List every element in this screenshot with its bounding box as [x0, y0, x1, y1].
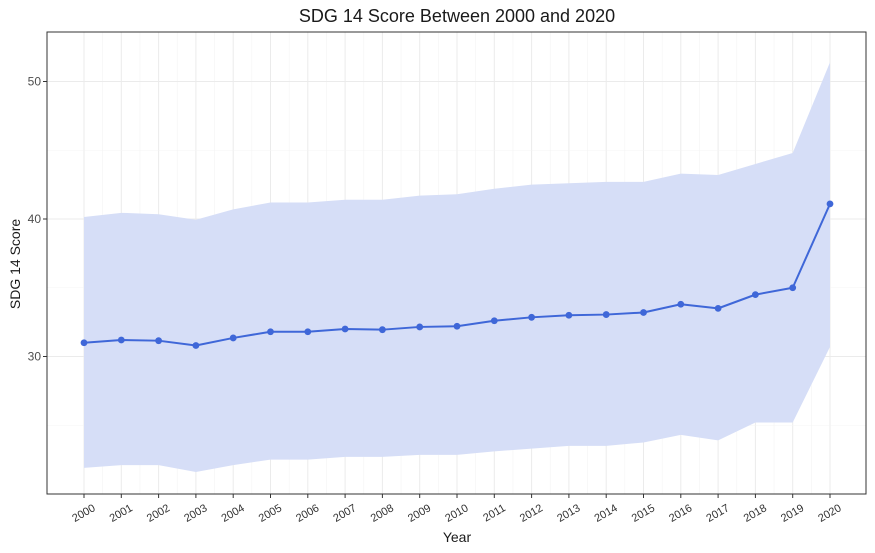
y-tick-label: 40: [28, 212, 42, 226]
data-points: [80, 200, 834, 349]
x-tick-label: 2012: [518, 502, 545, 525]
x-tick-label: 2007: [331, 502, 358, 525]
x-tick-label: 2016: [667, 502, 694, 525]
x-tick-label: 2000: [70, 502, 97, 525]
data-point-2005: [267, 328, 274, 336]
x-axis-title: Year: [443, 529, 472, 545]
x-tick-label: 2010: [443, 502, 470, 525]
data-point-2011: [490, 317, 498, 325]
data-point-2003: [192, 342, 200, 349]
data-point-2012: [528, 313, 535, 321]
data-point-2010: [453, 322, 461, 330]
data-point-2004: [229, 334, 237, 342]
x-axis: 2000 2001 2002 2003 2004 2005 2006 2007 2008 2009…: [70, 494, 844, 525]
x-tick-label: 2013: [555, 502, 582, 525]
data-point-2018: [752, 291, 759, 299]
x-tick-label: 2005: [257, 502, 284, 525]
data-point-2000: [80, 339, 88, 347]
x-tick-label: 2002: [145, 502, 172, 525]
chart-title: SDG 14 Score Between 2000 and 2020: [299, 6, 615, 26]
x-tick-label: 2020: [816, 502, 843, 525]
data-point-2016: [677, 300, 685, 308]
x-tick-label: 2014: [592, 502, 619, 525]
y-axis: 30 40 50: [28, 75, 47, 364]
x-tick-label: 2019: [779, 502, 806, 525]
x-tick-label: 2006: [294, 502, 321, 525]
x-tick-label: 2009: [406, 502, 433, 525]
band-area: [84, 62, 830, 472]
confidence-band: [84, 62, 830, 472]
x-tick-label: 2017: [704, 502, 731, 525]
x-tick-label: 2018: [742, 502, 769, 525]
data-point-2008: [379, 326, 386, 334]
data-point-2019: [789, 284, 797, 292]
y-tick-label: 30: [28, 350, 42, 364]
data-point-2007: [341, 325, 349, 333]
data-point-2001: [117, 336, 125, 344]
x-tick-label: 2015: [630, 502, 657, 525]
data-point-2014: [602, 311, 610, 318]
y-axis-title: SDG 14 Score: [7, 219, 23, 309]
y-tick-label: 50: [28, 75, 42, 89]
data-point-2020: [826, 200, 834, 208]
x-tick-label: 2003: [182, 502, 209, 525]
data-point-2017: [714, 304, 722, 312]
data-point-2006: [304, 328, 312, 336]
x-tick-label: 2001: [108, 502, 135, 525]
data-point-2013: [565, 311, 573, 319]
data-point-2002: [155, 337, 163, 345]
x-tick-label: 2004: [219, 502, 246, 525]
data-point-2009: [416, 323, 424, 331]
x-tick-label: 2008: [369, 502, 396, 525]
x-tick-label: 2011: [481, 502, 507, 524]
data-point-2015: [640, 309, 647, 316]
